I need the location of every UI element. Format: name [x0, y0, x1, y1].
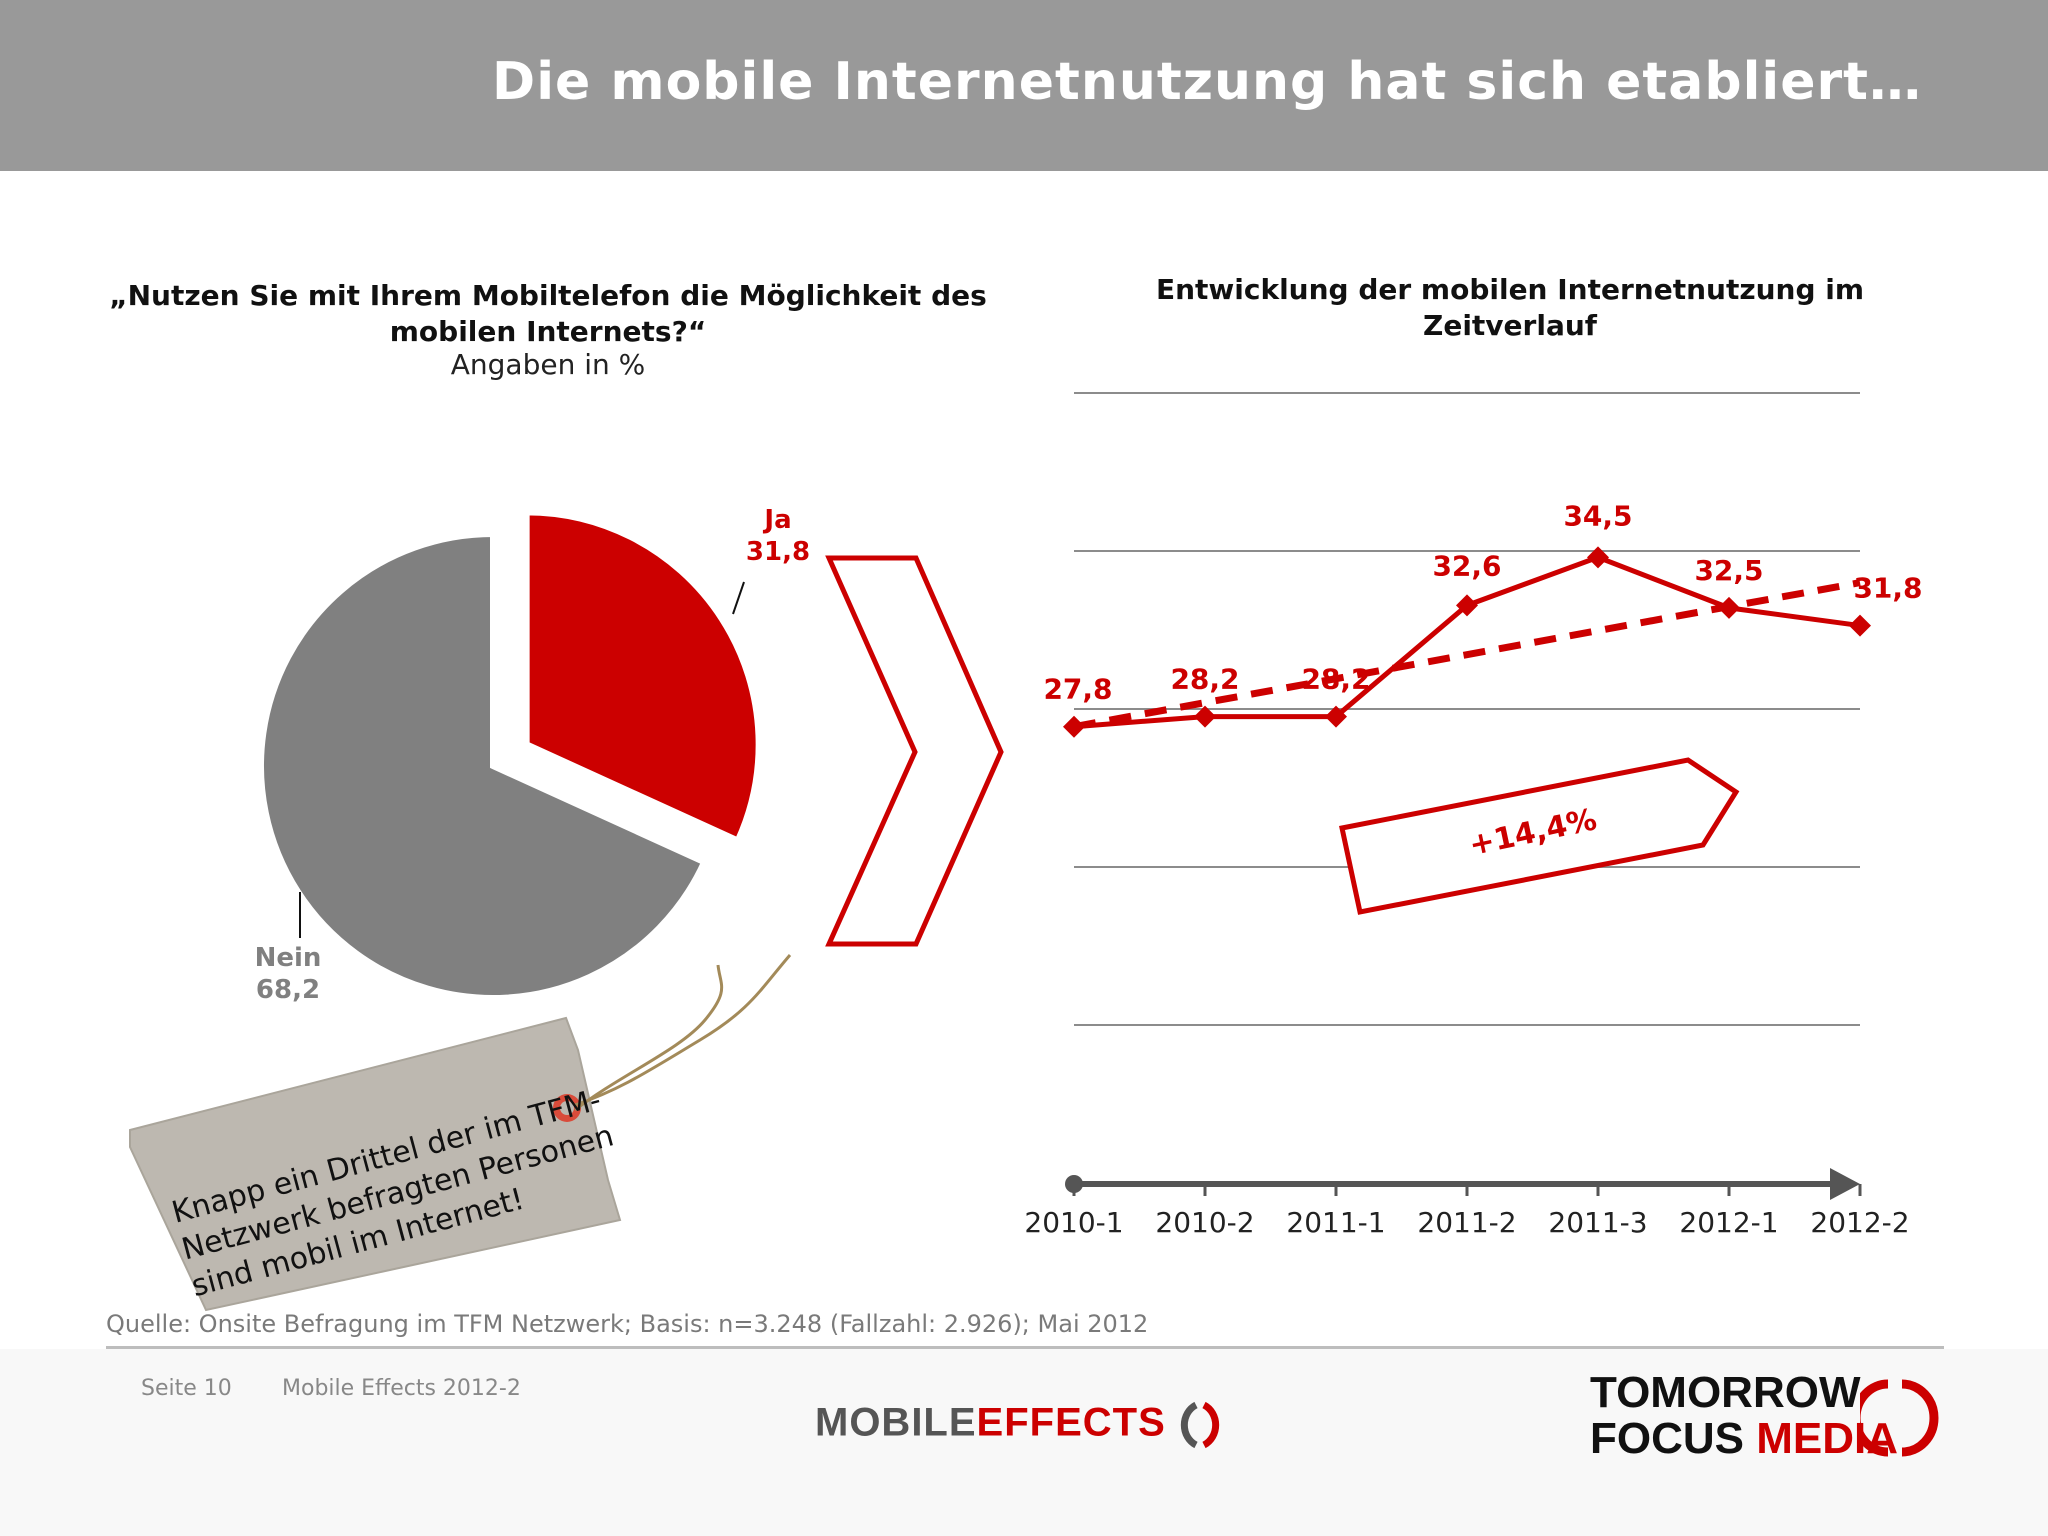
line-chart: 2010-1 2010-2 2011-1 2011-2 2011-3 2012-1 2012… — [1024, 392, 1923, 1239]
data-point-marker — [1456, 594, 1478, 617]
footer-divider — [106, 1346, 1944, 1349]
line-chart-title: Entwicklung der mobilen Internetnutzung … — [1155, 273, 1865, 342]
data-point-marker — [1718, 596, 1740, 619]
data-point-marker — [1849, 614, 1871, 637]
mobile-effects-logo-icon — [1180, 1401, 1219, 1449]
pie-label-name: Nein — [255, 943, 322, 973]
x-tick-label: 2011-3 — [1548, 1206, 1647, 1239]
pie-slice-nein — [258, 530, 709, 1001]
data-label: 32,6 — [1432, 549, 1501, 582]
document-name: Mobile Effects 2012-2 — [282, 1376, 521, 1401]
mobile-effects-logo: MOBILEEFFECTS — [815, 1400, 1224, 1450]
data-label: 34,5 — [1563, 499, 1632, 532]
data-label: 27,8 — [1043, 673, 1112, 706]
header-banner: Die mobile Internetnutzung hat sich etab… — [0, 0, 2048, 171]
x-tick-label: 2010-1 — [1024, 1206, 1123, 1239]
page-title: Die mobile Internetnutzung hat sich etab… — [492, 52, 1922, 112]
x-tick-label: 2010-2 — [1155, 1206, 1254, 1239]
x-axis-arrow-icon — [1830, 1168, 1860, 1200]
data-point-marker — [1194, 705, 1216, 728]
pie-label-name: Ja — [762, 505, 791, 535]
pie-chart-title: „Nutzen Sie mit Ihrem Mobiltelefon die M… — [109, 279, 987, 348]
gift-tag — [129, 954, 792, 1312]
tomorrow-focus-media-logo: TOMORROW FOCUS MEDIA — [1590, 1370, 1939, 1462]
pie-label-value: 68,2 — [256, 975, 320, 1005]
x-tick-label: 2011-1 — [1286, 1206, 1385, 1239]
pie-slice-ja — [523, 509, 762, 845]
x-tick-label: 2011-2 — [1417, 1206, 1516, 1239]
pie-chart-subtitle: Angaben in % — [450, 348, 646, 381]
callout-arrow-shape — [1339, 757, 1740, 915]
data-label: 28,2 — [1301, 663, 1370, 696]
footer-background — [0, 1349, 2048, 1536]
chevron-arrow-icon — [825, 555, 1004, 947]
x-tick-label: 2012-2 — [1810, 1206, 1909, 1239]
page-number: Seite 10 — [141, 1376, 232, 1401]
pie-label-value: 31,8 — [746, 537, 810, 567]
data-point-marker — [1063, 715, 1085, 738]
pie-leader-line — [732, 581, 745, 615]
data-label: 28,2 — [1170, 663, 1239, 696]
x-tick-label: 2012-1 — [1679, 1206, 1778, 1239]
data-label: 31,8 — [1853, 572, 1922, 605]
data-point-marker — [1325, 705, 1347, 728]
source-note: Quelle: Onsite Befragung im TFM Netzwerk… — [106, 1310, 1149, 1338]
tomorrow-focus-media-logo-icon — [1860, 1379, 1939, 1457]
data-label: 32,5 — [1694, 554, 1763, 587]
data-point-marker — [1587, 546, 1609, 569]
